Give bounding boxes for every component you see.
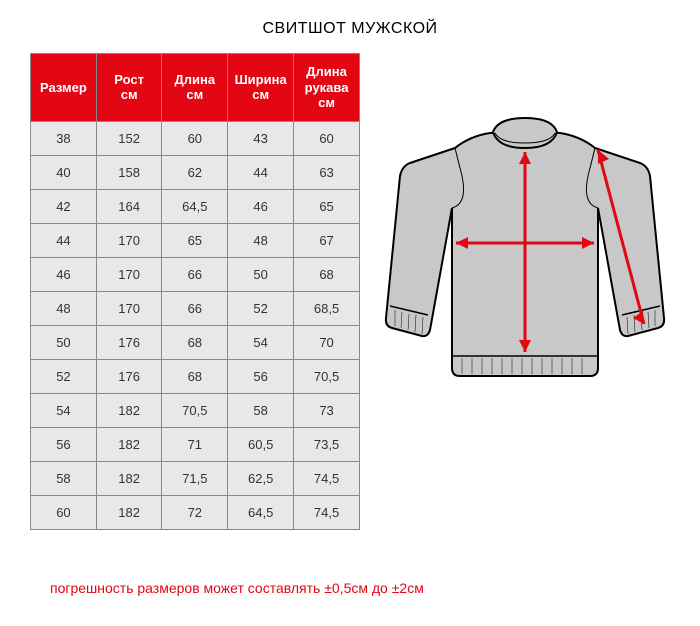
table-cell: 71,5 (162, 461, 228, 495)
table-row: 46170665068 (31, 257, 360, 291)
page-title: СВИТШОТ МУЖСКОЙ (0, 0, 700, 53)
table-cell: 58 (31, 461, 97, 495)
table-header-row: Размер Ростсм Длинасм Ширинасм Длинарука… (31, 54, 360, 122)
table-row: 38152604360 (31, 121, 360, 155)
table-cell: 44 (31, 223, 97, 257)
table-cell: 66 (162, 291, 228, 325)
table-row: 5818271,562,574,5 (31, 461, 360, 495)
table-row: 52176685670,5 (31, 359, 360, 393)
table-cell: 65 (162, 223, 228, 257)
table-cell: 52 (228, 291, 294, 325)
table-cell: 60 (294, 121, 360, 155)
table-row: 601827264,574,5 (31, 495, 360, 529)
table-cell: 68,5 (294, 291, 360, 325)
table-cell: 56 (31, 427, 97, 461)
table-cell: 176 (96, 325, 162, 359)
table-row: 44170654867 (31, 223, 360, 257)
footnote: погрешность размеров может составлять ±0… (50, 580, 424, 596)
table-cell: 170 (96, 257, 162, 291)
table-cell: 48 (31, 291, 97, 325)
col-width: Ширинасм (228, 54, 294, 122)
table-cell: 68 (162, 325, 228, 359)
table-cell: 50 (228, 257, 294, 291)
table-cell: 64,5 (162, 189, 228, 223)
table-cell: 64,5 (228, 495, 294, 529)
table-cell: 68 (162, 359, 228, 393)
table-row: 50176685470 (31, 325, 360, 359)
table-cell: 74,5 (294, 461, 360, 495)
table-row: 40158624463 (31, 155, 360, 189)
table-cell: 73 (294, 393, 360, 427)
table-cell: 182 (96, 461, 162, 495)
table-cell: 60,5 (228, 427, 294, 461)
table-cell: 46 (31, 257, 97, 291)
table-cell: 182 (96, 393, 162, 427)
table-row: 48170665268,5 (31, 291, 360, 325)
table-cell: 182 (96, 495, 162, 529)
table-cell: 66 (162, 257, 228, 291)
table-cell: 58 (228, 393, 294, 427)
table-cell: 74,5 (294, 495, 360, 529)
table-cell: 164 (96, 189, 162, 223)
col-sleeve: Длинарукавасм (294, 54, 360, 122)
table-cell: 42 (31, 189, 97, 223)
col-size: Размер (31, 54, 97, 122)
sweatshirt-icon (380, 108, 670, 418)
table-cell: 46 (228, 189, 294, 223)
table-cell: 60 (162, 121, 228, 155)
table-cell: 52 (31, 359, 97, 393)
table-cell: 44 (228, 155, 294, 189)
table-cell: 62 (162, 155, 228, 189)
table-cell: 67 (294, 223, 360, 257)
table-cell: 68 (294, 257, 360, 291)
size-table: Размер Ростсм Длинасм Ширинасм Длинарука… (30, 53, 360, 530)
table-cell: 176 (96, 359, 162, 393)
table-cell: 182 (96, 427, 162, 461)
table-cell: 70,5 (294, 359, 360, 393)
table-cell: 43 (228, 121, 294, 155)
content-wrapper: Размер Ростсм Длинасм Ширинасм Длинарука… (0, 53, 700, 530)
table-cell: 70 (294, 325, 360, 359)
table-cell: 48 (228, 223, 294, 257)
table-cell: 70,5 (162, 393, 228, 427)
col-length: Длинасм (162, 54, 228, 122)
table-cell: 50 (31, 325, 97, 359)
table-row: 5418270,55873 (31, 393, 360, 427)
table-cell: 40 (31, 155, 97, 189)
table-cell: 170 (96, 291, 162, 325)
table-cell: 62,5 (228, 461, 294, 495)
sweatshirt-diagram (380, 53, 670, 423)
table-cell: 152 (96, 121, 162, 155)
table-cell: 73,5 (294, 427, 360, 461)
table-row: 4216464,54665 (31, 189, 360, 223)
table-cell: 65 (294, 189, 360, 223)
table-cell: 71 (162, 427, 228, 461)
table-cell: 170 (96, 223, 162, 257)
table-cell: 56 (228, 359, 294, 393)
table-cell: 54 (228, 325, 294, 359)
table-cell: 72 (162, 495, 228, 529)
table-cell: 63 (294, 155, 360, 189)
table-cell: 54 (31, 393, 97, 427)
table-cell: 38 (31, 121, 97, 155)
table-cell: 158 (96, 155, 162, 189)
table-row: 561827160,573,5 (31, 427, 360, 461)
col-height: Ростсм (96, 54, 162, 122)
table-body: 38152604360401586244634216464,5466544170… (31, 121, 360, 529)
table-cell: 60 (31, 495, 97, 529)
